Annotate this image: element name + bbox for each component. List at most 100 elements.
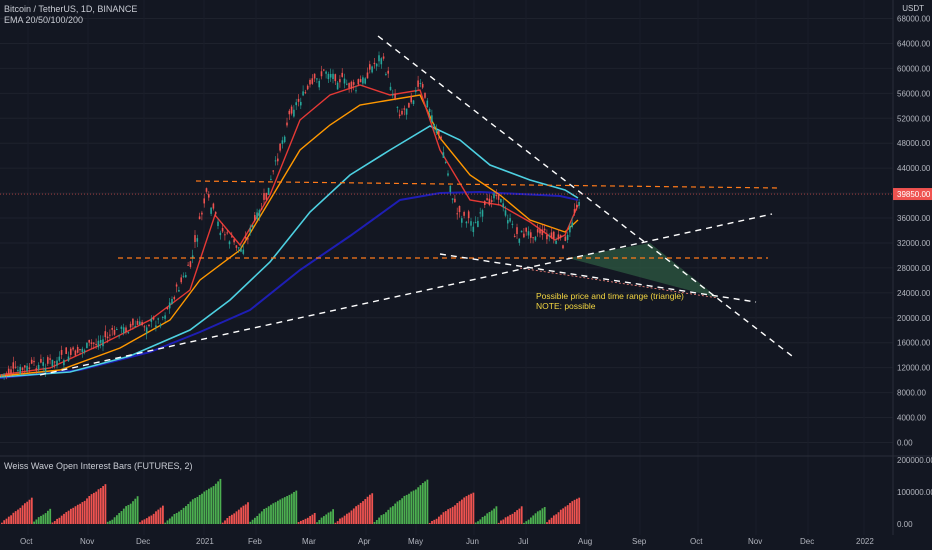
candle-body — [566, 234, 569, 240]
candle-body — [143, 326, 146, 328]
wave-bar — [72, 507, 75, 524]
candle-body — [74, 350, 77, 356]
price-grid — [0, 18, 893, 443]
trend-lines[interactable] — [39, 35, 793, 376]
time-axis[interactable]: Oct Nov Dec 2021 Feb Mar Apr May Jun Jul Aug Sep Oct… — [20, 537, 874, 546]
wave-bar — [44, 513, 47, 524]
wave-bar — [571, 501, 574, 524]
wave-bar — [316, 522, 318, 524]
time-tick-label: Dec — [800, 537, 814, 546]
candle-body — [412, 100, 415, 105]
candle-body — [449, 185, 452, 192]
wave-bar — [555, 514, 558, 524]
candle-body — [47, 357, 49, 364]
wave-bar — [486, 513, 489, 524]
candle-body — [573, 209, 576, 214]
wave-bar — [495, 506, 498, 524]
candle-body — [120, 326, 123, 329]
wave-bar — [527, 519, 530, 524]
wave-bar — [210, 487, 213, 524]
wave-bar — [497, 522, 500, 524]
candle-body — [387, 70, 389, 74]
wave-bar — [58, 517, 61, 524]
triangle-annotation[interactable]: Possible price and time range (triangle)… — [536, 291, 684, 311]
candle-body — [497, 193, 500, 200]
wave-bar — [242, 505, 245, 524]
candle-body — [341, 72, 343, 77]
candle-body — [500, 198, 502, 203]
candle-body — [93, 342, 95, 344]
wave-bar — [329, 511, 332, 524]
wave-bar — [258, 513, 261, 524]
wave-bar — [97, 489, 100, 524]
candle-body — [293, 109, 295, 117]
candle-body — [373, 62, 376, 65]
candle-body — [270, 178, 272, 180]
wave-bar — [539, 510, 541, 524]
wave-bar — [88, 495, 91, 524]
wave-bar — [267, 506, 270, 524]
candle-body — [401, 110, 403, 115]
candle-body — [329, 74, 332, 78]
wave-bar — [116, 515, 118, 524]
wave-bar — [134, 498, 137, 524]
wave-bar — [415, 489, 417, 524]
candle-body — [539, 229, 541, 234]
candle-body — [334, 74, 337, 82]
candle-body — [277, 158, 279, 162]
wave-bar — [532, 515, 535, 524]
wave-bar — [283, 497, 286, 524]
symbol-title[interactable]: Bitcoin / TetherUS, 1D, BINANCE — [4, 4, 138, 14]
candles — [1, 51, 580, 380]
wave-bar — [523, 522, 525, 524]
wave-bar — [24, 503, 26, 524]
candle-body — [49, 358, 51, 360]
wave-bar — [28, 499, 31, 524]
wave-bar — [194, 498, 196, 524]
ema-legend[interactable]: EMA 20/50/100/200 — [4, 15, 84, 25]
wave-bar — [56, 518, 58, 524]
wave-bar — [516, 510, 518, 524]
wave-bar — [265, 507, 268, 524]
candle-body — [254, 215, 256, 221]
candle-body — [21, 367, 24, 371]
candle-body — [65, 347, 67, 354]
candle-body — [474, 222, 477, 224]
candle-body — [159, 324, 162, 327]
ema100-line — [0, 125, 579, 378]
candle-body — [472, 226, 475, 233]
candle-body — [141, 321, 143, 326]
wave-bar — [233, 513, 236, 524]
candle-body — [378, 55, 380, 62]
wave-bar — [148, 516, 150, 524]
wave-bar — [5, 518, 8, 524]
candle-body — [35, 368, 38, 371]
candle-body — [311, 78, 314, 84]
wave-bar — [125, 506, 127, 524]
wave-bar — [21, 505, 24, 524]
price-axis[interactable]: 68000.00 64000.00 60000.00 56000.00 52000.00… — [0, 0, 932, 535]
candle-body — [104, 331, 107, 338]
candle-body — [435, 129, 438, 134]
wave-bar — [60, 515, 63, 524]
wave-bar — [127, 504, 130, 524]
wave-bar — [320, 517, 323, 524]
wave-bar — [76, 504, 79, 524]
wave-bar — [490, 510, 493, 524]
candle-body — [281, 140, 284, 144]
candle-body — [557, 234, 560, 239]
indicator-tick-label: 0.00 — [897, 520, 913, 529]
candle-body — [362, 77, 364, 84]
candle-body — [1, 374, 3, 376]
candle-body — [127, 332, 130, 334]
candle-body — [454, 198, 456, 203]
indicator-title[interactable]: Weiss Wave Open Interest Bars (FUTURES, … — [4, 461, 193, 471]
candle-body — [157, 318, 159, 320]
wave-bar — [488, 511, 491, 524]
wave-bar — [70, 508, 72, 524]
candle-body — [279, 143, 281, 151]
candle-body — [511, 223, 514, 225]
chart-header[interactable]: Bitcoin / TetherUS, 1D, BINANCE EMA 20/5… — [4, 4, 137, 26]
candle-body — [118, 335, 120, 337]
